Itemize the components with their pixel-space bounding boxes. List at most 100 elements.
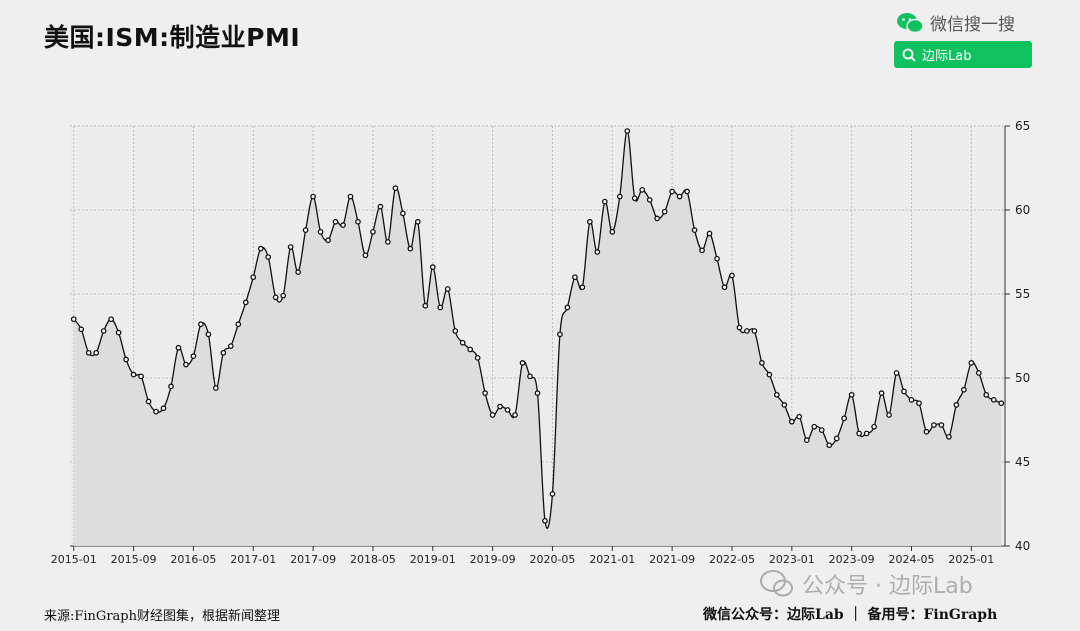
data-point <box>78 326 85 333</box>
data-point <box>975 370 982 376</box>
data-point <box>661 208 668 215</box>
wechat-icon <box>897 12 924 33</box>
data-point <box>818 427 825 433</box>
source-note: 来源:FinGraph财经图集，根据新闻整理 <box>44 609 280 624</box>
data-point <box>422 302 429 309</box>
data-point <box>766 371 773 378</box>
data-point <box>265 254 272 260</box>
data-point <box>968 360 975 366</box>
data-point <box>863 430 870 437</box>
data-point <box>706 230 713 237</box>
data-point <box>953 402 960 408</box>
data-point <box>115 329 122 336</box>
y-tick-label: 65 <box>1015 119 1030 133</box>
data-point <box>631 195 638 202</box>
data-point <box>751 328 758 334</box>
data-point <box>175 344 182 351</box>
data-point <box>138 373 144 380</box>
data-point <box>676 193 683 200</box>
data-point <box>160 405 167 412</box>
data-point <box>579 284 586 291</box>
data-point <box>990 396 997 403</box>
data-point <box>310 193 316 200</box>
data-point <box>340 222 346 228</box>
data-point <box>594 249 601 255</box>
data-point <box>998 400 1005 407</box>
data-point <box>759 360 765 366</box>
x-tick-label: 2016-05 <box>170 553 216 566</box>
data-point <box>504 407 511 413</box>
data-point <box>699 247 705 254</box>
data-point <box>901 388 907 395</box>
data-point <box>205 331 212 338</box>
data-point <box>788 418 795 425</box>
data-point <box>467 346 474 353</box>
x-tick-label: 2015-09 <box>111 553 157 566</box>
data-point <box>183 361 189 368</box>
data-point <box>355 218 361 225</box>
data-point <box>557 331 563 338</box>
x-tick-label: 2024-05 <box>889 553 935 566</box>
data-point <box>213 385 219 391</box>
data-point <box>848 391 855 398</box>
x-tick-label: 2023-01 <box>769 553 815 566</box>
data-point <box>444 286 451 292</box>
data-point <box>257 245 264 252</box>
data-point <box>414 218 421 225</box>
x-tick-label: 2021-01 <box>589 553 635 566</box>
data-point <box>145 398 152 405</box>
x-tick-label: 2015-01 <box>51 553 97 566</box>
data-point <box>400 210 406 217</box>
data-point <box>684 188 690 195</box>
data-point <box>646 197 653 203</box>
data-point <box>983 391 990 398</box>
wechat-search-hint[interactable]: 微信搜一搜 <box>896 10 1015 35</box>
data-point <box>744 328 750 334</box>
data-point <box>833 435 840 442</box>
data-point <box>272 294 279 301</box>
data-point <box>587 218 593 225</box>
data-point <box>736 324 743 331</box>
data-point <box>287 244 294 250</box>
y-tick-label: 45 <box>1015 455 1030 469</box>
series-area <box>73 131 1002 546</box>
data-point <box>93 349 100 356</box>
watermark-text: 公众号 · 边际Lab <box>802 574 973 599</box>
x-tick-label: 2017-01 <box>230 553 276 566</box>
data-point <box>227 343 234 349</box>
data-point <box>325 237 331 244</box>
data-point <box>616 193 623 200</box>
wechat-search-text: 微信搜一搜 <box>930 15 1015 35</box>
data-point <box>691 227 698 234</box>
data-point <box>437 304 444 311</box>
wechat-search-box[interactable]: 边际Lab <box>894 41 1032 68</box>
data-point <box>332 218 339 225</box>
x-tick-label: 2022-05 <box>709 553 755 566</box>
data-point <box>295 269 301 276</box>
x-tick-label: 2018-05 <box>350 553 396 566</box>
wechat-watermark-icon <box>760 570 793 597</box>
data-point <box>242 299 249 306</box>
data-point <box>130 371 137 378</box>
data-point <box>931 422 937 428</box>
data-point <box>123 356 129 363</box>
x-tick-label: 2023-09 <box>829 553 875 566</box>
data-point <box>714 255 720 262</box>
search-box-label: 边际Lab <box>922 49 972 64</box>
data-point <box>474 354 481 361</box>
data-point <box>669 188 675 195</box>
data-point <box>908 396 915 403</box>
data-point <box>893 370 900 376</box>
data-point <box>370 228 376 235</box>
data-point <box>961 386 967 393</box>
x-tick-label: 2017-09 <box>290 553 336 566</box>
watermark: 公众号 · 边际Lab <box>760 568 973 600</box>
data-point <box>572 274 578 281</box>
data-point <box>826 442 833 449</box>
data-point <box>280 292 287 299</box>
data-point <box>916 400 922 407</box>
y-tick-label: 40 <box>1015 539 1030 553</box>
y-tick-label: 50 <box>1015 371 1030 385</box>
data-point <box>190 353 197 360</box>
